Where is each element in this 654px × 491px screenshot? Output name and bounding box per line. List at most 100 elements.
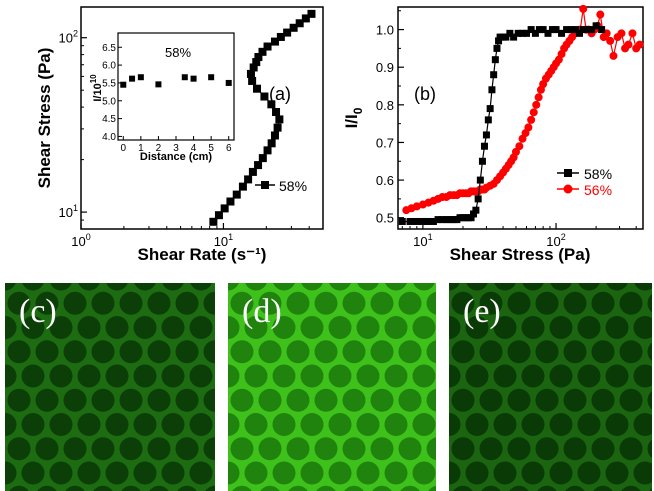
micrograph-cell [300, 364, 324, 388]
inset-xtick-label-6: 6 [226, 143, 232, 154]
micrograph-cell [134, 283, 156, 291]
b-point-56% [529, 108, 538, 117]
inset-xtick-label-2: 2 [156, 143, 162, 154]
inset-point [181, 74, 188, 81]
micrograph-cell [479, 388, 503, 412]
micrograph-cell [577, 461, 601, 485]
b-point-58% [558, 29, 566, 37]
a-point [295, 19, 304, 28]
b-point-58% [488, 86, 496, 94]
micrograph-cell [649, 488, 652, 491]
micrograph-cell [449, 283, 460, 291]
inset-xtick-label-1: 1 [138, 143, 144, 154]
micrograph-cell [286, 340, 310, 364]
b-point-58% [429, 217, 437, 225]
inset-ytick-label-2: 5.0 [102, 96, 116, 107]
a-point [273, 123, 282, 132]
micrograph-cell [286, 437, 310, 461]
micrograph-cell [479, 291, 503, 315]
micrograph-cell [203, 437, 215, 461]
micrograph-d-label: (d) [242, 293, 282, 330]
panel-b-frame [397, 6, 644, 230]
micrograph-cell [78, 283, 100, 291]
b-ytick-label-0: 0.5 [376, 211, 394, 226]
micrograph-cell [93, 485, 113, 491]
micrograph-cell [344, 485, 364, 491]
a-point [301, 14, 310, 23]
inset-ylabel-exp: 10 [89, 74, 98, 83]
micrograph-cell [316, 485, 336, 491]
micrograph-cell [244, 461, 268, 485]
micrograph-cell [465, 315, 489, 339]
micrograph-cell [591, 437, 615, 461]
micrograph-cell [133, 364, 157, 388]
micrograph-cell [230, 340, 254, 364]
panel-a-legend-marker [261, 181, 269, 189]
micrograph-cell [91, 388, 115, 412]
b-point-56% [515, 142, 524, 151]
micrograph-cell [549, 315, 573, 339]
b-point-58% [567, 26, 575, 34]
micrograph-cell [591, 388, 615, 412]
panel-a-ylabel: Shear Stress (Pa) [35, 48, 54, 189]
micrograph-cell [449, 315, 461, 339]
micrograph-cell [479, 437, 503, 461]
a-point [270, 131, 279, 140]
micrograph-cell [22, 283, 44, 291]
b-point-56% [596, 10, 605, 19]
micrograph-cell [633, 412, 652, 436]
micrograph-cell [105, 412, 129, 436]
micrograph-e-image [449, 283, 652, 491]
micrograph-cell [370, 340, 394, 364]
inset-ylabel-base: I/10 [92, 83, 104, 101]
b-ytick-label-1: 0.6 [376, 173, 394, 188]
micrograph-e: (e) [449, 283, 652, 491]
a-point [283, 28, 292, 37]
b-point-56% [609, 51, 618, 60]
micrograph-cell [189, 315, 213, 339]
inset-xlabel: Distance (cm) [140, 151, 212, 163]
micrograph-cell [49, 315, 73, 339]
micrograph-cell [449, 412, 461, 436]
micrograph-cell [9, 485, 29, 491]
a-point [263, 42, 272, 51]
b-point-58% [583, 26, 591, 34]
inset-ytick-label-5: 6.5 [102, 43, 116, 54]
micrograph-cell [372, 485, 392, 491]
micrograph-cell [133, 412, 157, 436]
a-point [252, 58, 261, 67]
panel-b-legend: 58% 56% [557, 166, 612, 198]
a-point [254, 53, 263, 62]
micrograph-cell [428, 485, 436, 491]
micrograph-cell [161, 412, 185, 436]
micrograph-cell [451, 340, 475, 364]
micrograph-cell [7, 388, 31, 412]
b-point-56% [635, 40, 644, 49]
micrograph-cell [63, 388, 87, 412]
micrograph-cell [91, 437, 115, 461]
micrograph-cell [190, 283, 212, 291]
micrograph-cell [479, 340, 503, 364]
micrograph-cell [412, 461, 436, 485]
b-ytick-label-5: 1.0 [376, 23, 394, 38]
b-xtick-label-1-base: 10 [546, 234, 560, 249]
micrograph-cell [119, 437, 143, 461]
micrograph-cell [106, 283, 128, 291]
micrograph-cell [563, 340, 587, 364]
micrograph-cell [203, 388, 215, 412]
b-point-58% [571, 26, 579, 34]
micrograph-cell [563, 291, 587, 315]
micrograph-cell [77, 315, 101, 339]
micrograph-cell [5, 315, 17, 339]
b-point-56% [579, 4, 588, 13]
b-point-58% [519, 29, 527, 37]
micrograph-cell [577, 412, 601, 436]
micrograph-cell [65, 485, 85, 491]
micrograph-cell [63, 340, 87, 364]
a-point [214, 211, 223, 220]
micrograph-cell [63, 437, 87, 461]
inset-points [120, 74, 232, 88]
micrograph-cell [633, 315, 652, 339]
micrograph-cell [342, 291, 366, 315]
